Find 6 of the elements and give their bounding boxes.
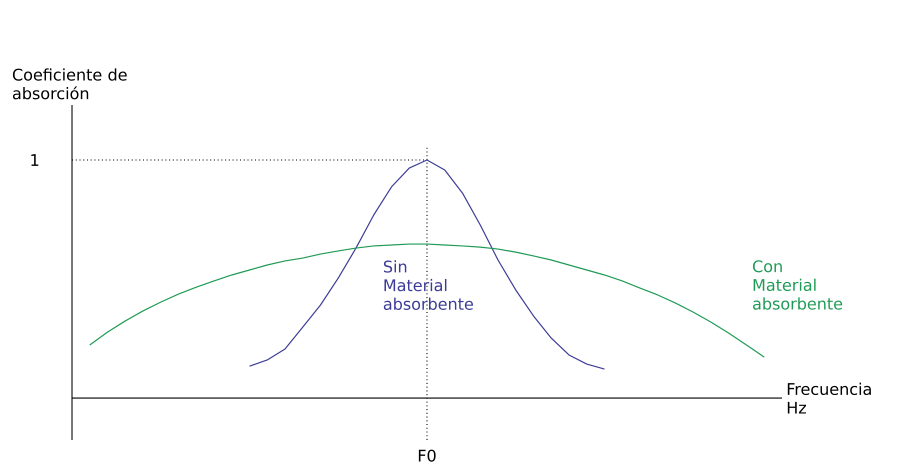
text: F0 (418, 450, 436, 462)
y-axis-title: Coeficiente de absorción (12, 68, 127, 100)
series-label: Sin Material absorbente (384, 260, 473, 310)
x-axis-title: Frecuencia Hz (788, 382, 871, 414)
ref-line-label: 1 (31, 154, 38, 166)
text: Con Material absorbente (752, 260, 842, 310)
